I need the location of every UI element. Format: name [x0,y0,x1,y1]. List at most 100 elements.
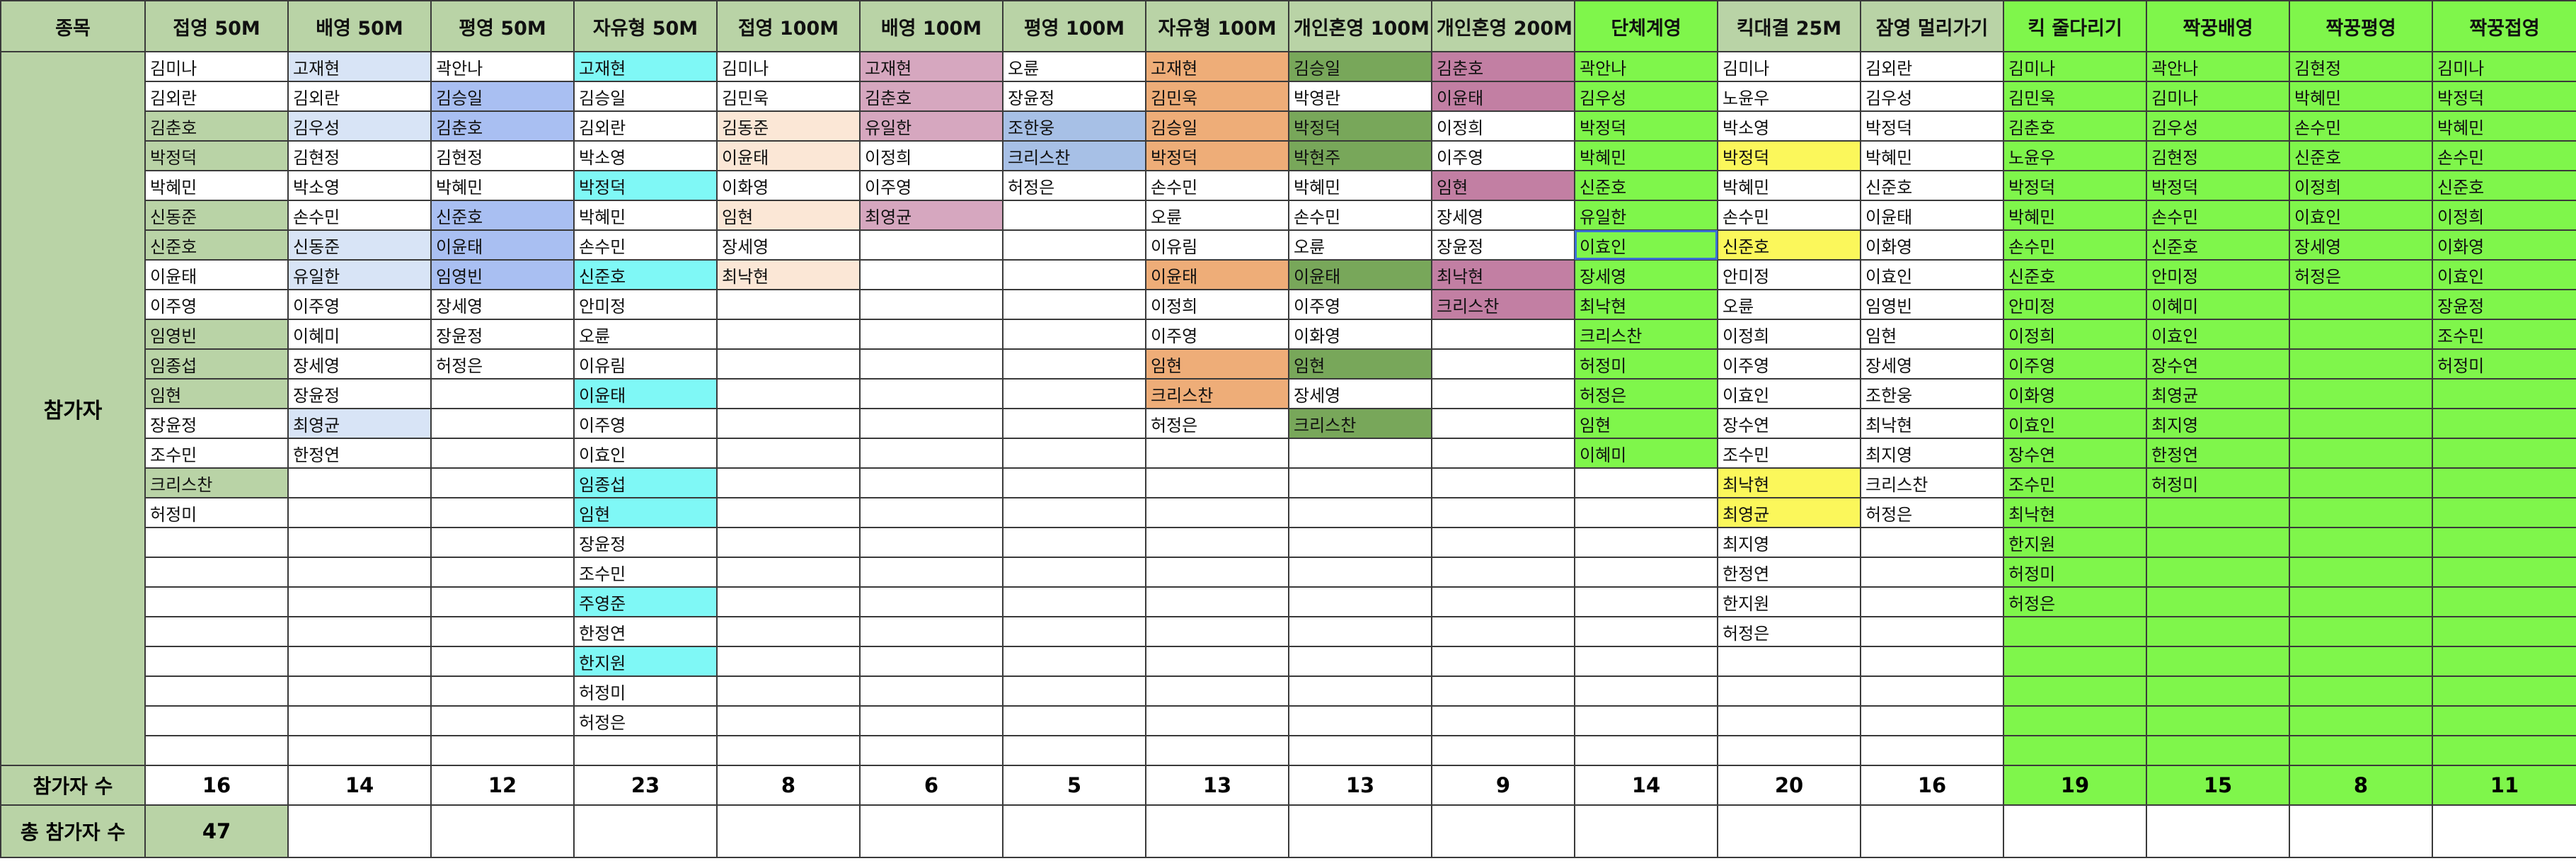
participant-cell[interactable]: 이윤태 [430,229,575,261]
participant-cell[interactable]: 허정미 [573,675,718,707]
participant-cell[interactable]: 이정희 [2289,170,2433,201]
participant-cell[interactable]: 최낙현 [1431,259,1575,290]
participant-cell[interactable] [2432,497,2576,528]
participant-cell[interactable]: 손수민 [1145,170,1289,201]
participant-cell[interactable] [716,467,861,498]
participant-cell[interactable] [716,705,861,736]
participant-cell[interactable]: 김춘호 [1431,51,1575,82]
participant-cell[interactable] [1002,289,1146,320]
participant-cell[interactable]: 박소영 [287,170,432,201]
participant-cell[interactable] [2146,586,2290,617]
participant-cell[interactable]: 조수민 [573,557,718,588]
participant-cell[interactable] [1002,646,1146,677]
participant-cell[interactable] [430,675,575,707]
participant-cell[interactable]: 김미나 [2146,81,2290,112]
participant-cell[interactable] [1860,586,2004,617]
participant-cell[interactable]: 최영균 [2146,378,2290,409]
participant-cell[interactable]: 임현 [573,497,718,528]
participant-cell[interactable]: 김현정 [430,140,575,171]
participant-cell[interactable]: 허정은 [1574,378,1718,409]
participant-cell[interactable] [2003,675,2147,707]
column-header[interactable]: 접영 100M [716,0,861,52]
participant-cell[interactable] [716,378,861,409]
participant-cell[interactable]: 박정덕 [1574,110,1718,142]
participant-cell[interactable]: 박현주 [1288,140,1432,171]
participant-cell[interactable]: 이정희 [1717,319,1861,350]
participant-cell[interactable]: 곽안나 [2146,51,2290,82]
participant-cell[interactable]: 최영균 [1717,497,1861,528]
column-header[interactable]: 개인혼영 200M [1431,0,1575,52]
participant-cell[interactable] [1431,467,1575,498]
participant-cell[interactable] [2432,616,2576,647]
participant-cell[interactable] [144,616,289,647]
participant-cell[interactable] [287,705,432,736]
participant-cell[interactable] [716,616,861,647]
participant-cell[interactable] [2289,646,2433,677]
participant-cell[interactable]: 김춘호 [859,81,1004,112]
participant-cell[interactable] [716,557,861,588]
participant-cell[interactable]: 김춘호 [430,110,575,142]
participant-cell[interactable]: 임현 [1431,170,1575,201]
participant-cell[interactable] [1002,586,1146,617]
participant-cell[interactable] [144,675,289,707]
participant-cell[interactable] [1574,557,1718,588]
participant-cell[interactable] [1717,675,1861,707]
participant-cell[interactable] [2432,675,2576,707]
participant-cell[interactable]: 허정미 [1574,348,1718,380]
participant-cell[interactable]: 박혜민 [1288,170,1432,201]
participant-cell[interactable]: 박정덕 [2003,170,2147,201]
participant-cell[interactable] [430,557,575,588]
participant-cell[interactable]: 최낙현 [716,259,861,290]
empty-cell[interactable] [430,804,575,858]
empty-cell[interactable] [1574,804,1718,858]
participant-cell[interactable]: 고재현 [1145,51,1289,82]
participant-cell[interactable] [144,735,289,766]
participant-cell[interactable]: 손수민 [287,200,432,231]
participant-cell[interactable]: 박혜민 [1860,140,2004,171]
participant-cell[interactable]: 장세영 [1574,259,1718,290]
participant-cell[interactable]: 장윤정 [1431,229,1575,261]
participant-cell[interactable]: 허정미 [2146,467,2290,498]
participants-label[interactable]: 참가자 [0,51,146,766]
participant-cell[interactable]: 장윤정 [287,378,432,409]
participant-cell[interactable]: 손수민 [2146,200,2290,231]
participant-cell[interactable]: 이혜미 [287,319,432,350]
count-cell[interactable]: 14 [287,765,432,806]
participant-cell[interactable] [1574,705,1718,736]
participant-cell[interactable] [430,735,575,766]
participant-cell[interactable] [2289,675,2433,707]
participant-cell[interactable]: 조수민 [1717,438,1861,469]
participant-cell[interactable] [859,497,1004,528]
participant-cell[interactable] [144,705,289,736]
participant-cell[interactable]: 이정희 [859,140,1004,171]
participant-cell[interactable]: 이효인 [1717,378,1861,409]
count-cell[interactable]: 13 [1145,765,1289,806]
participant-cell[interactable]: 오륜 [1145,200,1289,231]
participant-cell[interactable]: 손수민 [2432,140,2576,171]
participant-cell[interactable]: 김미나 [716,51,861,82]
participant-cell[interactable]: 오륜 [1717,289,1861,320]
empty-cell[interactable] [573,804,718,858]
participant-cell[interactable] [716,319,861,350]
participant-cell[interactable]: 장윤정 [1002,81,1146,112]
participant-cell[interactable]: 장세영 [430,289,575,320]
participant-cell[interactable]: 최낙현 [2003,497,2147,528]
participant-cell[interactable] [859,378,1004,409]
participant-cell[interactable]: 이화영 [2003,378,2147,409]
participant-cell[interactable] [1431,735,1575,766]
participant-cell[interactable] [1002,408,1146,439]
count-cell[interactable]: 15 [2146,765,2290,806]
participant-cell[interactable]: 안미정 [573,289,718,320]
column-header[interactable]: 짝꿍평영 [2289,0,2433,52]
participant-cell[interactable]: 이효인 [2003,408,2147,439]
participant-cell[interactable]: 크리스찬 [1288,408,1432,439]
participant-cell[interactable] [859,557,1004,588]
participant-cell[interactable] [859,438,1004,469]
participant-cell[interactable] [1431,646,1575,677]
participant-cell[interactable]: 이화영 [2432,229,2576,261]
column-header[interactable]: 자유형 100M [1145,0,1289,52]
participant-cell[interactable] [1574,646,1718,677]
participant-cell[interactable] [2289,705,2433,736]
participant-cell[interactable]: 오륜 [1288,229,1432,261]
participant-cell[interactable]: 이주영 [859,170,1004,201]
